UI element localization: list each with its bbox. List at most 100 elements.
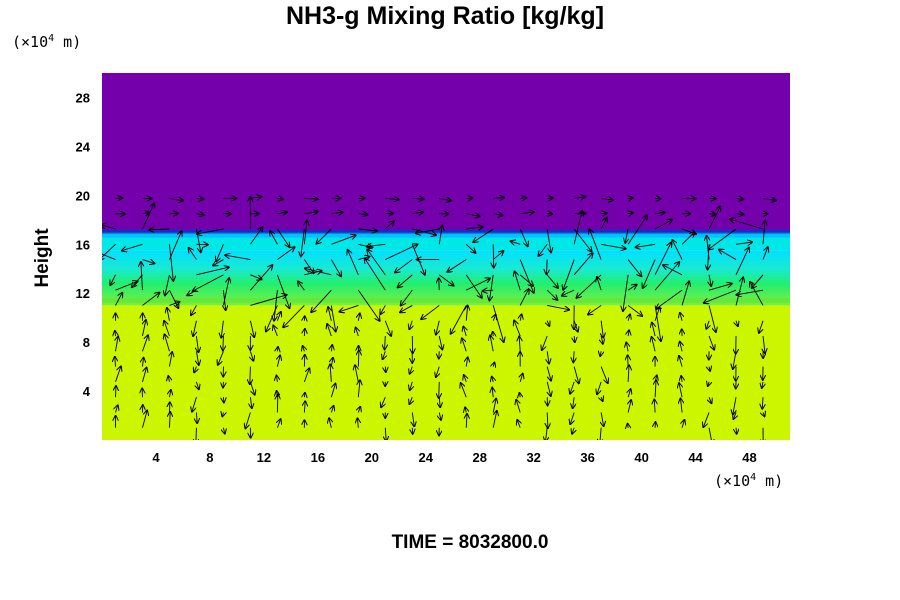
vector-arrow <box>681 376 682 382</box>
vector-arrow <box>189 248 197 260</box>
vector-arrow <box>192 397 197 411</box>
vector-arrow <box>436 320 439 335</box>
vector-arrow <box>380 305 386 314</box>
vector-arrow <box>169 390 170 398</box>
vector-arrow <box>142 320 145 337</box>
vector-arrow <box>516 400 521 413</box>
vector-arrow <box>654 400 655 413</box>
vector-arrow <box>193 274 224 291</box>
vector-arrow <box>628 198 633 199</box>
vector-arrow <box>225 255 251 261</box>
vector-arrow <box>573 366 579 384</box>
vector-arrow <box>169 198 183 200</box>
vector-arrow <box>577 274 602 298</box>
layer-mixed <box>102 250 790 306</box>
vector-arrow <box>763 221 765 245</box>
vector-arrow <box>357 289 379 321</box>
vector-arrow <box>331 235 355 245</box>
vector-arrow <box>115 331 116 336</box>
vector-arrow <box>736 289 764 295</box>
vector-arrow <box>102 225 116 230</box>
vector-arrow <box>355 365 358 382</box>
x-tick-label: 36 <box>580 450 594 465</box>
vector-arrow <box>412 198 423 199</box>
vector-arrow <box>546 289 557 300</box>
vector-arrow <box>680 313 682 321</box>
vector-arrow <box>410 381 413 390</box>
vector-arrow <box>358 313 359 321</box>
vector-arrow <box>357 418 358 428</box>
vector-arrow <box>142 411 147 428</box>
vector-arrow <box>492 377 493 382</box>
vector-arrow <box>196 381 198 389</box>
vector-arrow <box>519 337 520 352</box>
vector-arrow <box>735 248 749 276</box>
vector-arrow <box>385 427 386 440</box>
vector-arrow <box>115 386 116 398</box>
y-tick-label: 12 <box>76 286 90 301</box>
y-tick-label: 4 <box>83 384 91 399</box>
vector-arrow <box>277 198 283 199</box>
vector-arrow <box>735 242 752 244</box>
vector-arrow <box>169 352 172 367</box>
x-tick-label: 40 <box>634 450 648 465</box>
vector-arrow <box>395 259 413 273</box>
vector-arrow <box>762 381 763 388</box>
vector-arrow <box>759 320 764 333</box>
vector-arrow <box>681 399 683 413</box>
vector-arrow <box>384 221 394 230</box>
vector-arrow <box>466 357 467 367</box>
vector-arrow <box>680 342 682 352</box>
vector-arrow <box>706 320 709 329</box>
x-tick-label: 20 <box>365 450 379 465</box>
vector-arrow <box>277 391 278 398</box>
vector-arrow <box>142 358 143 367</box>
vector-arrow <box>385 198 398 199</box>
vector-arrow <box>573 397 575 408</box>
vector-arrow <box>627 259 641 277</box>
vector-arrow <box>165 274 170 296</box>
vector-arrow <box>623 274 629 311</box>
vector-arrow <box>339 305 359 311</box>
vector-arrow <box>367 250 386 276</box>
vector-arrow <box>277 347 278 351</box>
vector-arrow <box>519 259 534 293</box>
vector-arrow <box>493 315 495 321</box>
x-tick-label: 8 <box>206 450 213 465</box>
vector-arrow <box>601 243 626 248</box>
vector-arrow <box>708 382 709 386</box>
vector-arrow <box>250 351 253 360</box>
vector-arrow <box>331 345 332 352</box>
vector-arrow <box>762 198 776 200</box>
vector-arrow <box>466 414 467 428</box>
vector-arrow <box>588 305 602 314</box>
vector-arrow <box>385 244 417 260</box>
vector-arrow <box>304 329 305 337</box>
vector-arrow <box>465 274 482 298</box>
vector-arrow <box>304 221 307 245</box>
vector-arrow <box>410 366 413 374</box>
vector-arrow <box>517 420 520 428</box>
vector-arrow <box>381 397 385 407</box>
vector-arrow <box>197 228 224 234</box>
vector-arrow <box>409 397 412 404</box>
vector-arrow <box>627 305 642 316</box>
y-tick-label: 8 <box>83 335 90 350</box>
vector-arrow <box>572 427 574 434</box>
vector-arrow <box>250 197 261 199</box>
vector-arrow <box>573 228 591 251</box>
vector-arrow <box>466 306 467 321</box>
vector-arrow <box>169 412 170 428</box>
vector-arrow <box>164 321 170 337</box>
vector-arrow <box>654 262 679 291</box>
vector-arrow <box>627 285 636 291</box>
vector-arrow <box>193 320 196 336</box>
vector-arrow <box>365 258 386 291</box>
vector-arrow <box>122 243 143 250</box>
vector-arrow <box>655 380 656 398</box>
vector-arrow <box>191 305 197 315</box>
vector-arrow <box>196 335 198 352</box>
vector-arrow <box>250 227 262 245</box>
vector-arrow <box>511 241 521 244</box>
vector-arrow <box>223 335 224 350</box>
